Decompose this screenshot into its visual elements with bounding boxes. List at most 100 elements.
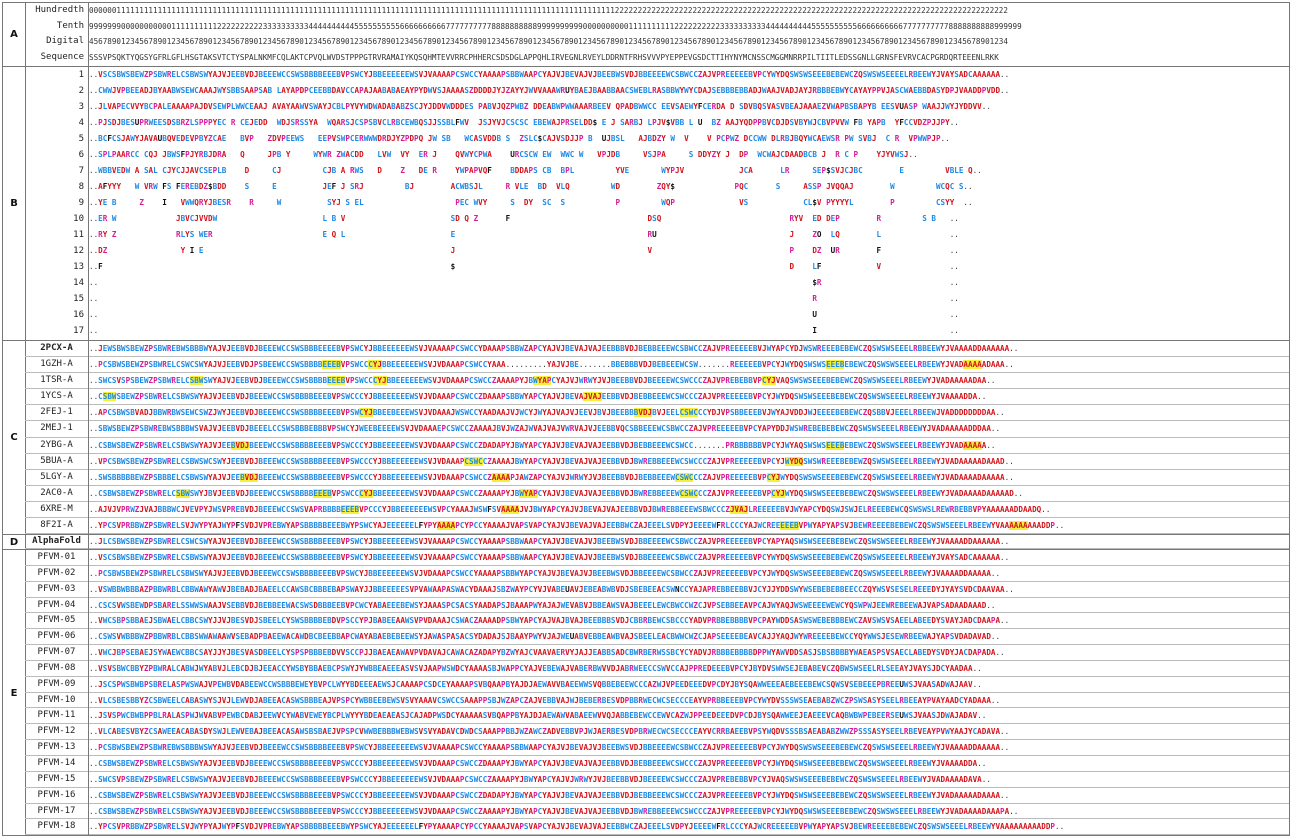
section-letter-c: C bbox=[3, 341, 26, 534]
sequence-row: ..VWCSBPSBBAEJSBWAELCBBCSWYJJVJBESVDJSBE… bbox=[89, 613, 1289, 630]
section-a-header: A Hundredth Tenth Digital Sequence 00000011… bbox=[3, 3, 1289, 67]
row-label: PFVM-01 bbox=[25, 550, 88, 566]
row-label: 4 bbox=[78, 118, 84, 128]
row-label: PFVM-12 bbox=[25, 724, 88, 741]
row-label: 3 bbox=[78, 102, 84, 112]
sequence-row: .. $R .. bbox=[89, 278, 959, 287]
sequence-row: ..CSBWSBEWZPSBWRELCSBWSWYAJVJEEBVDJBEEEW… bbox=[89, 804, 1289, 820]
sequence-row: ..CSBWSBEWZPSBWRELCSBWSWYJBVJEEBVDJBEEEW… bbox=[89, 486, 1289, 502]
sequence-row: ..DZ Y I E J V P DZ UR F .. bbox=[89, 246, 959, 255]
sequence-row: ..CSBWSBEWZPSBWRELCSBWSWYAJVJEEBVDJBEEEW… bbox=[89, 438, 1289, 454]
sequence-row: ..CSBWSBEWZPSBWRELCSBWSWYAJVJEEBVDJBEEEW… bbox=[89, 788, 1289, 804]
row-label: 1 bbox=[78, 70, 84, 80]
sequence-row: ..YPCSVPRBBWZPSBWRELSVJWYPYAJWYPFSVDJVPR… bbox=[89, 819, 1289, 836]
row-label: PFVM-07 bbox=[25, 645, 88, 661]
sequence-row: ..VSCSBWSBEWZPSBWRELCSBWSWYAJVJEEBVDJBEE… bbox=[89, 70, 1010, 79]
sequence-row: ..CSBWSBEWZPSBWRELCSBWSWYAJVJEEBVDJBEEEW… bbox=[89, 389, 1289, 406]
row-label: 2YBG-A bbox=[25, 438, 88, 454]
sequence-row: ..APCSBWSBVADJBBWRBWSEWCSWZJWYJEEBVDJBEE… bbox=[89, 405, 1289, 422]
row-label: 5 bbox=[78, 134, 84, 144]
sequence-row: ..AFYYY W VRW FS FEREBDZ$BDD S E JEF J S… bbox=[89, 182, 973, 191]
row-label: 10 bbox=[73, 214, 84, 224]
sequence-row: ..RY Z RLYS WER E Q L E RU J ZO LQ L .. bbox=[89, 230, 959, 239]
sequence-row: ..VLCSBESBBYZCSBWEELCABASWYSJVJLEWVDJABE… bbox=[89, 693, 1289, 709]
row-label: PFVM-13 bbox=[25, 740, 88, 756]
row-label: PFVM-09 bbox=[25, 677, 88, 693]
row-label: PFVM-10 bbox=[25, 693, 88, 709]
row-label: Sequence bbox=[40, 51, 84, 62]
sequence-row: ..F $ D LF V .. bbox=[89, 262, 959, 271]
row-label: 5LGY-A bbox=[25, 470, 88, 486]
sequence-row: ..JEWSBWSBEWZPSBWREBWSBBBWYAJVJEEBVDJBEE… bbox=[89, 341, 1289, 358]
sequence-row: ..SWCSVSPSBEWZPSBWRELCSBWSWYAJVJEEBVDJBE… bbox=[89, 373, 1289, 390]
sequence-row: ..BCFCSJAWYJAVAUBQVEDEVPBYZCAE BVP ZDVPE… bbox=[89, 134, 950, 143]
sequence-row: ..YPCSVPRBBWZPSBWRELSVJWYPYAJWYPFSVDJVPR… bbox=[89, 518, 1289, 534]
row-label: PFVM-02 bbox=[25, 566, 88, 582]
alphafold-row: ..JLCSBWSBEWZPSBWRELCSWCSWYAJVJEEBVDJBEE… bbox=[89, 535, 1289, 549]
row-label: PFVM-17 bbox=[25, 804, 88, 820]
sequence-row: ..ER W JBVCJVVDW L B V SD Q Z F DSQ RYV … bbox=[89, 214, 959, 223]
sequence-row: .. U .. bbox=[89, 310, 959, 319]
row-label: PFVM-16 bbox=[25, 788, 88, 804]
sequence-row: ..SWSBBBBBEWZPSBBBELCSBWSWYAJVJEEBVDJBEE… bbox=[89, 470, 1289, 486]
section-letter-b: B bbox=[3, 67, 26, 340]
header-row: 0000001111111111111111111111111111111111… bbox=[89, 6, 1008, 15]
sequence-row: .. I .. bbox=[89, 326, 959, 335]
row-label: 1YCS-A bbox=[25, 389, 88, 406]
row-label: 13 bbox=[73, 262, 84, 272]
section-letter-d: D bbox=[3, 535, 26, 549]
row-label: 17 bbox=[73, 326, 84, 336]
sequence-row: ..VSWBBWBBBAZPBBWRBLCBBWAWYAWVJBEBADJBAE… bbox=[89, 582, 1289, 598]
row-label: 14 bbox=[73, 278, 84, 288]
row-label: PFVM-08 bbox=[25, 661, 88, 677]
row-label: 8F2I-A bbox=[25, 518, 88, 535]
row-label: 2AC0-A bbox=[25, 486, 88, 502]
row-label: 2 bbox=[78, 86, 84, 96]
sequence-row: ..CSWSVWBBBWZPBBWRBLCBBSWWAWAAWVSEBADPBA… bbox=[89, 629, 1289, 646]
row-label: 2PCX-A bbox=[25, 341, 88, 358]
sequence-row: ..PCSBWSBEWZPSBWRELCSWCSWYAJVJEEBVDJPSBE… bbox=[89, 357, 1289, 374]
header-row: 9999999000000000001111111111222222222233… bbox=[89, 21, 1022, 31]
sequence-row: ..JSVSPWCBWBPPBLRALASPWJWVABVPEWBCDABJEE… bbox=[89, 708, 1289, 725]
sequence-row: ..PJSDJBESUPRWEESDSBRZLSPPPYEC R CEJEDD … bbox=[89, 118, 959, 127]
column-letter-rows: ..VSCSBWSBEWZPSBWRELCSBWSWYAJVJEEBVDJBEE… bbox=[89, 67, 1289, 340]
section-b-columns: B 1 2 3 4 5 6 7 8 9 10 11 12 13 14 15 16 17 ..VSCSBWSBEW… bbox=[3, 67, 1289, 341]
section-letter-a: A bbox=[3, 3, 26, 66]
row-label: 1TSR-A bbox=[25, 373, 88, 390]
header-row: SSSVPSQKTYQGSYGFRLGFLHSGTAKSVTCTYSPALNKM… bbox=[89, 52, 999, 62]
sequence-row: ..PCSBWSBEWZPSBWREBWSBBBWSWYAJVJEEBVDJBE… bbox=[89, 740, 1289, 756]
sequence-row: ..CSBWSBEWZPSBWRELCSBWSWYAJVJEEBVDJBEEEW… bbox=[89, 756, 1289, 772]
row-label: PFVM-18 bbox=[25, 819, 88, 836]
alphafold-label: AlphaFold bbox=[25, 535, 89, 549]
pdb-labels: 2PCX-A 1GZH-A 1TSR-A 1YCS-A 2FEJ-1 2MEJ-1 2YBG… bbox=[25, 341, 89, 535]
row-label: PFVM-05 bbox=[25, 613, 88, 630]
sequence-row: ..CWWJVPBEEADJBYAABWSEWCAAAJWYSBBSAAPSAB… bbox=[89, 86, 1010, 95]
row-label: PFVM-04 bbox=[25, 598, 88, 614]
section-d-alphafold: D AlphaFold ..JLCSBWSBEWZPSBWRELCSWCSWYA… bbox=[3, 535, 1289, 550]
sequence-row: ..SBWSBEWZPSBWREBWSBBBWSVAJVJEEBVDJBEEEL… bbox=[89, 421, 1289, 438]
row-label: 6 bbox=[78, 150, 84, 160]
sequence-row: .. R .. bbox=[89, 294, 959, 303]
row-label: PFVM-15 bbox=[25, 772, 88, 788]
row-label: PFVM-06 bbox=[25, 629, 88, 646]
row-number-labels: 1 2 3 4 5 6 7 8 9 10 11 12 13 14 15 16 17 bbox=[25, 67, 89, 340]
sequence-row: ..VWCJBPSEBAEJSYWAEWCBBCSAYJJYJBESVASDBE… bbox=[89, 645, 1289, 661]
sequence-row: ..AJVJVPRWZJVAJBBBWCJVEVPYJWSVPREBVDJBEE… bbox=[89, 502, 1289, 519]
header-row: 4567890123456789012345678901234567890123… bbox=[89, 37, 1008, 47]
sequence-row: ..JLVAPECVVYBCPALEAAAAPAJDVSEWPLWWCEAAJ … bbox=[89, 102, 991, 111]
row-label: 16 bbox=[73, 310, 84, 320]
sequence-row: ..WBBVEDW A SAL CJYCJJAVCSEPLB D CJ CJB … bbox=[89, 166, 982, 175]
pdb-sequence-rows: ..JEWSBWSBEWZPSBWREBWSBBBWYAJVJEEBVDJBEE… bbox=[89, 341, 1289, 534]
row-label: 12 bbox=[73, 246, 84, 256]
row-label: 11 bbox=[73, 230, 84, 240]
row-label: Digital bbox=[46, 36, 84, 47]
row-label: 1GZH-A bbox=[25, 357, 88, 374]
row-label: 8 bbox=[78, 182, 84, 192]
section-e-pfvm-models: E PFVM-01 PFVM-02 PFVM-03 PFVM-04 PFVM-05 PFV… bbox=[3, 550, 1289, 836]
row-label: PFVM-14 bbox=[25, 756, 88, 772]
sequence-row: ..VLCABESVBYZCSAWEEACABASDYSWJLEWVEBAJBE… bbox=[89, 724, 1289, 741]
row-label: Hundredth bbox=[35, 5, 84, 15]
pfvm-labels: PFVM-01 PFVM-02 PFVM-03 PFVM-04 PFVM-05 PFVM-… bbox=[25, 550, 89, 836]
sequence-row: ..JLCSBWSBEWZPSBWRELCSWCSWYAJVJEEBVDJBEE… bbox=[89, 535, 1289, 549]
